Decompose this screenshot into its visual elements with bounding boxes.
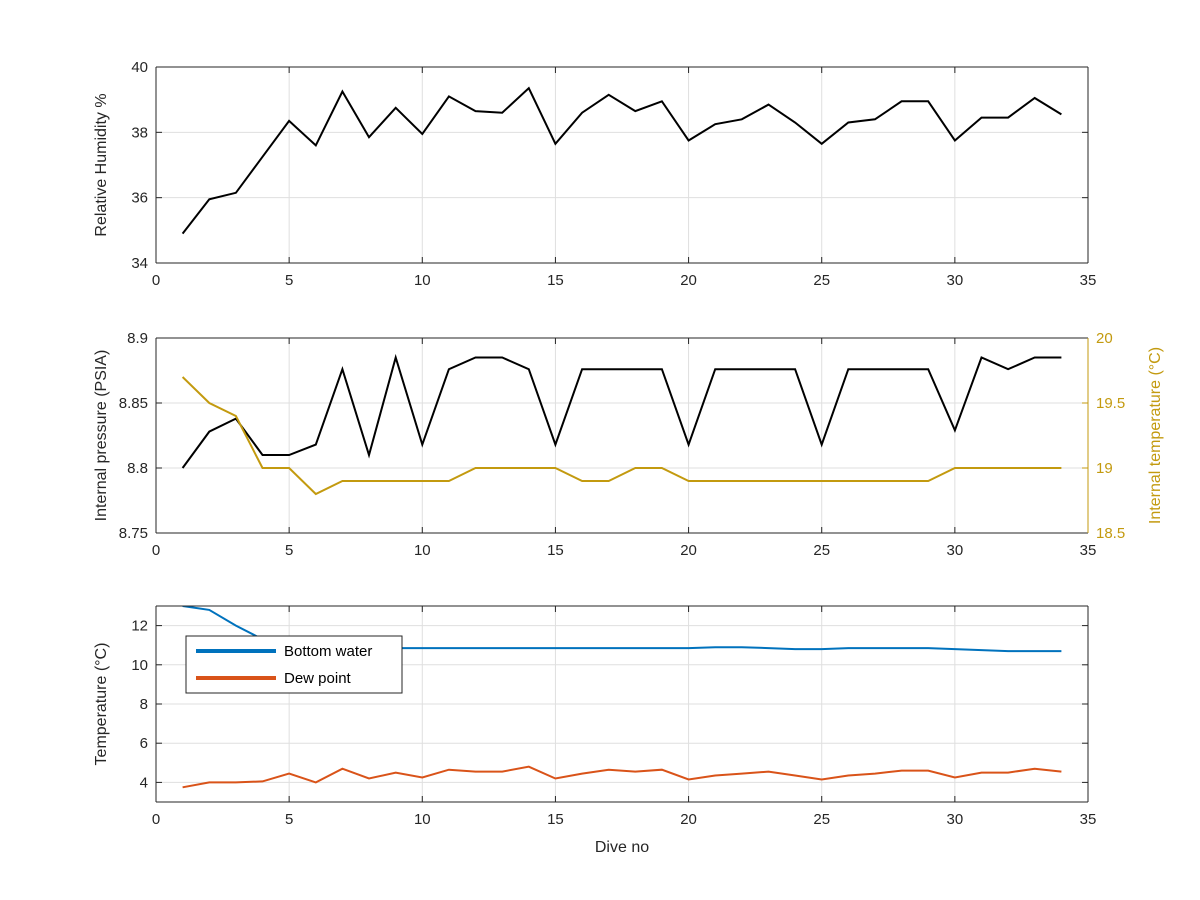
subplot-1: 0 5 10 15 20 25 30 35 34 36 38 40 Relative Humidity …: [93, 59, 1096, 289]
x-tick-label: 25: [813, 542, 830, 559]
y-axis-label: Internal pressure (PSIA): [93, 350, 110, 522]
y-tick-label: 6: [140, 735, 148, 752]
y-tick-label: 12: [131, 618, 148, 635]
x-tick-label: 35: [1080, 542, 1097, 559]
x-tick-label: 35: [1080, 811, 1097, 828]
y-tick-label: 10: [131, 657, 148, 674]
x-tick-label: 10: [414, 542, 431, 559]
legend: Bottom water Dew point: [185, 635, 403, 694]
x-tick-label: 0: [152, 272, 160, 289]
y-tick-label: 4: [140, 774, 148, 791]
y-tick-label: 8.9: [127, 330, 148, 347]
y-tick-label: 8: [140, 696, 148, 713]
x-tick-label: 30: [947, 272, 964, 289]
x-tick-label: 10: [414, 811, 431, 828]
subplot-2: 0 5 10 15 20 25 30 35 8.75 8.8 8.85 8.9 18.5 19 19.5 20…: [93, 330, 1164, 559]
y-right-tick-label: 20: [1096, 330, 1113, 347]
y-tick-label: 8.75: [119, 525, 148, 542]
x-tick-label: 30: [947, 542, 964, 559]
x-tick-label: 20: [680, 542, 697, 559]
series-line-2: [182, 765, 1062, 789]
x-tick-label: 15: [547, 272, 564, 289]
y-axis-label: Relative Humidity %: [93, 93, 110, 236]
x-tick-label: 5: [285, 542, 293, 559]
y-tick-label: 34: [131, 255, 148, 272]
legend-label: Bottom water: [284, 643, 372, 660]
x-tick-label: 15: [547, 811, 564, 828]
x-tick-label: 20: [680, 811, 697, 828]
legend-box: [185, 635, 403, 694]
series-line-1: [181, 353, 1062, 469]
x-tick-label: 20: [680, 272, 697, 289]
subplot-3: 0 5 10 15 20 25 30 35 4 6 8 10 12 Temperature (°C) Div…: [93, 605, 1097, 856]
x-axis-label: Dive no: [595, 839, 649, 856]
x-tick-label: 0: [152, 542, 160, 559]
series-line-1: [181, 86, 1062, 235]
y-tick-label: 36: [131, 190, 148, 207]
y-tick-label: 40: [131, 59, 148, 76]
y-axis-label-right: Internal temperature (°C): [1147, 347, 1164, 524]
y-right-tick-label: 19.5: [1096, 395, 1125, 412]
x-tick-label: 10: [414, 272, 431, 289]
y-right-tick-label: 19: [1096, 460, 1113, 477]
series-line-2: [181, 376, 1062, 496]
x-tick-label: 30: [947, 811, 964, 828]
x-tick-label: 5: [285, 272, 293, 289]
x-tick-label: 0: [152, 811, 160, 828]
legend-label: Dew point: [284, 670, 352, 687]
x-tick-label: 35: [1080, 272, 1097, 289]
y-axis-label: Temperature (°C): [93, 643, 110, 766]
x-tick-label: 25: [813, 811, 830, 828]
x-tick-label: 5: [285, 811, 293, 828]
y-right-tick-label: 18.5: [1096, 525, 1125, 542]
y-tick-label: 8.85: [119, 395, 148, 412]
x-tick-label: 25: [813, 272, 830, 289]
y-tick-label: 8.8: [127, 460, 148, 477]
x-tick-label: 15: [547, 542, 564, 559]
y-tick-label: 38: [131, 124, 148, 141]
